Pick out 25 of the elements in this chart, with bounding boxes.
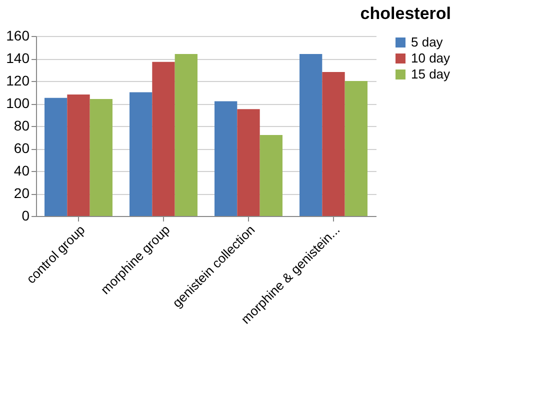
bar	[322, 72, 345, 216]
y-tick-label: 20	[14, 185, 30, 201]
y-tick-label: 40	[14, 162, 30, 178]
bar	[237, 109, 260, 216]
y-tick-label: 0	[22, 208, 30, 224]
bar	[344, 81, 368, 216]
bar	[152, 62, 175, 216]
bar	[174, 54, 198, 216]
bar	[260, 135, 282, 216]
bar	[130, 92, 152, 216]
bar	[44, 98, 68, 216]
chart-title: cholesterol	[360, 4, 451, 23]
bar	[214, 101, 238, 216]
legend-label: 5 day	[411, 34, 444, 50]
y-tick-label: 120	[6, 72, 30, 88]
bar	[67, 94, 90, 216]
y-tick-label: 60	[14, 140, 30, 156]
y-tick-label: 160	[6, 28, 30, 44]
legend-label: 15 day	[411, 66, 451, 82]
y-tick-label: 100	[6, 95, 30, 111]
legend-label: 10 day	[411, 50, 451, 66]
y-tick-label: 140	[6, 50, 30, 66]
bar	[300, 54, 322, 216]
y-tick-label: 80	[14, 118, 30, 134]
bar	[90, 99, 112, 216]
